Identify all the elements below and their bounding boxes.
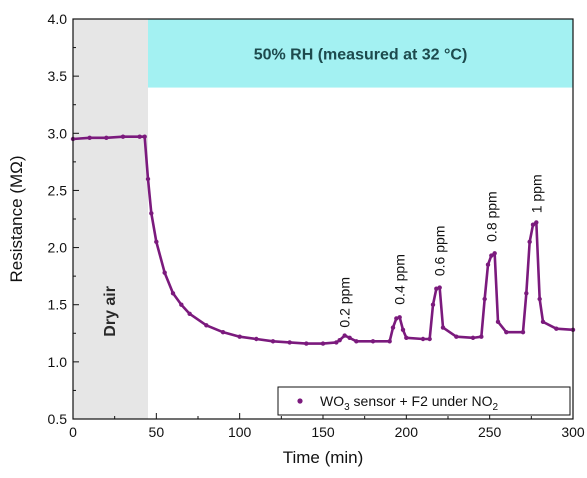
data-point bbox=[87, 135, 92, 141]
concentration-label: 0.6 ppm bbox=[432, 226, 448, 277]
data-point bbox=[254, 336, 259, 342]
data-point bbox=[287, 340, 292, 345]
data-point bbox=[220, 329, 226, 335]
data-point bbox=[489, 253, 494, 258]
x-tick-label: 200 bbox=[395, 424, 419, 440]
data-point bbox=[370, 339, 376, 344]
ticks-layer bbox=[72, 18, 574, 420]
data-point bbox=[454, 334, 459, 339]
data-point bbox=[540, 319, 546, 325]
y-tick-label: 0.5 bbox=[48, 411, 68, 427]
data-point bbox=[162, 270, 167, 275]
data-point bbox=[470, 335, 476, 341]
x-tick-label: 0 bbox=[69, 424, 77, 440]
y-tick-label: 4.0 bbox=[48, 11, 68, 27]
data-point bbox=[270, 339, 276, 344]
data-point bbox=[145, 176, 151, 182]
shaded-region-dry-air bbox=[73, 19, 148, 419]
data-point bbox=[337, 337, 342, 343]
data-point bbox=[430, 302, 436, 307]
data-point bbox=[142, 134, 147, 139]
data-point bbox=[347, 335, 352, 341]
data-point bbox=[304, 341, 309, 346]
data-point bbox=[534, 220, 539, 225]
data-point bbox=[485, 262, 491, 267]
y-tick-label: 3.5 bbox=[48, 68, 68, 84]
legend: WO3 sensor + F2 under NO2 bbox=[277, 386, 571, 416]
data-point bbox=[527, 239, 532, 245]
data-point bbox=[237, 334, 242, 339]
legend-box bbox=[277, 386, 571, 416]
data-point bbox=[187, 311, 192, 317]
data-point bbox=[320, 341, 326, 346]
x-tick-label: 300 bbox=[561, 424, 585, 440]
labels-layer: 0 50 100 150 200 250 300 0.5 1.0 1.5 2.0 2.5 3.0 3.5 4… bbox=[48, 11, 585, 440]
region-label-dry-air: Dry air bbox=[102, 286, 119, 337]
data-point bbox=[495, 319, 501, 325]
data-point bbox=[440, 325, 446, 330]
concentration-label: 0.2 ppm bbox=[337, 277, 353, 328]
y-axis-title: Resistance (MΩ) bbox=[7, 155, 26, 282]
x-tick-label: 250 bbox=[478, 424, 502, 440]
x-tick-label: 150 bbox=[311, 424, 335, 440]
x-tick-label: 100 bbox=[228, 424, 252, 440]
data-point bbox=[427, 336, 432, 342]
y-tick-label: 3.0 bbox=[48, 125, 68, 141]
data-point bbox=[390, 325, 396, 330]
legend-label-prefix: WO bbox=[320, 393, 344, 409]
data-point bbox=[524, 291, 529, 296]
annotations-layer: 0.2 ppm 0.4 ppm 0.6 ppm 0.8 ppm 1 ppm bbox=[337, 174, 545, 327]
data-point bbox=[420, 336, 426, 342]
legend-label: WO3 sensor + F2 under NO2 bbox=[320, 393, 498, 413]
data-point bbox=[492, 251, 497, 256]
data-point bbox=[387, 339, 392, 344]
x-tick-label: 50 bbox=[149, 424, 165, 440]
data-point bbox=[394, 316, 399, 321]
data-point bbox=[437, 285, 442, 290]
data-point bbox=[137, 134, 142, 139]
concentration-label: 0.8 ppm bbox=[483, 191, 499, 242]
data-point bbox=[354, 339, 359, 344]
data-point bbox=[404, 335, 409, 341]
data-point bbox=[179, 302, 184, 307]
y-tick-label: 1.5 bbox=[48, 297, 68, 313]
legend-marker bbox=[297, 398, 303, 404]
data-point bbox=[120, 134, 126, 139]
data-point bbox=[170, 291, 176, 296]
legend-label-sub1: 3 bbox=[344, 402, 350, 413]
data-point bbox=[154, 239, 159, 245]
region-label-humidity: 50% RH (measured at 32 °C) bbox=[254, 46, 468, 63]
regions-layer: Dry air 50% RH (measured at 32 °C) bbox=[73, 19, 573, 419]
concentration-label: 0.4 ppm bbox=[392, 254, 408, 305]
concentration-label: 1 ppm bbox=[528, 174, 544, 213]
data-point bbox=[434, 286, 439, 291]
y-tick-label: 2.0 bbox=[48, 240, 68, 256]
data-point bbox=[104, 135, 109, 141]
data-point bbox=[479, 334, 484, 339]
data-point bbox=[149, 211, 154, 216]
series-layer bbox=[70, 134, 576, 346]
shaded-region-humidity bbox=[148, 19, 573, 88]
data-point bbox=[482, 296, 487, 302]
data-point bbox=[334, 340, 339, 345]
data-point bbox=[537, 296, 542, 302]
legend-label-mid: sensor + F2 under NO bbox=[350, 393, 493, 409]
data-point bbox=[342, 333, 347, 338]
x-axis-title: Time (min) bbox=[283, 448, 364, 467]
y-tick-label: 2.5 bbox=[48, 182, 68, 198]
y-tick-label: 1.0 bbox=[48, 354, 68, 370]
data-point bbox=[504, 329, 509, 335]
data-point bbox=[554, 326, 559, 331]
data-point bbox=[400, 327, 406, 333]
data-point bbox=[530, 222, 536, 227]
data-point bbox=[204, 323, 209, 328]
data-point bbox=[520, 329, 526, 335]
legend-label-sub2: 2 bbox=[492, 402, 498, 413]
data-point bbox=[397, 315, 402, 320]
